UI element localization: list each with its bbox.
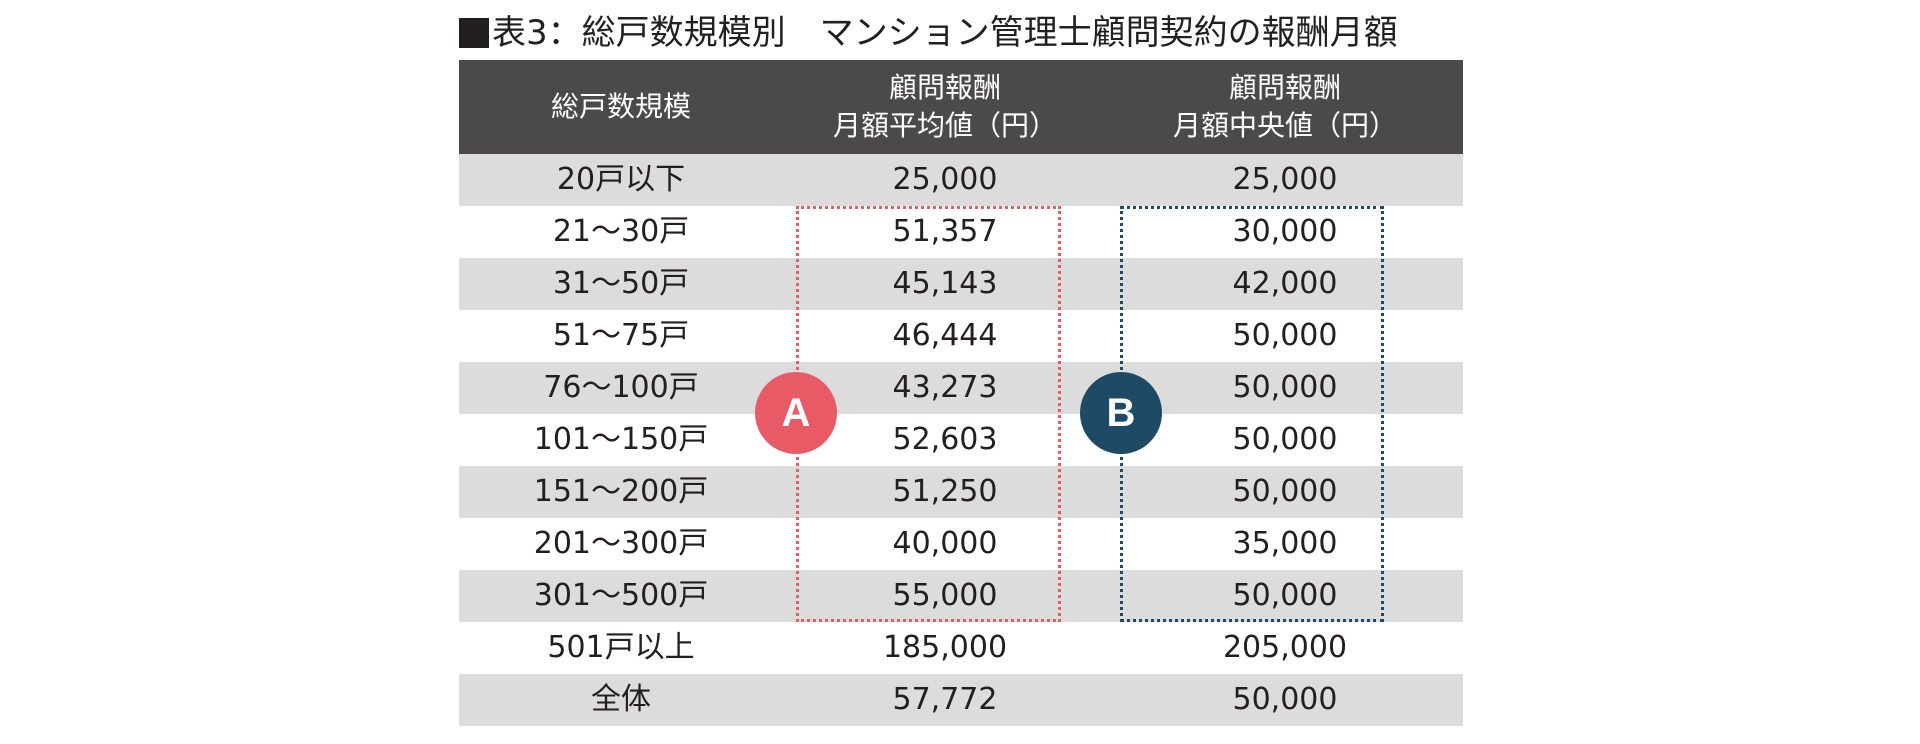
table-title: 表3：総戸数規模別 マンション管理士顧問契約の報酬月額 xyxy=(459,8,1398,58)
cell-scale: 31〜50戸 xyxy=(552,266,690,301)
table-row: 101〜150戸 52,603 50,000 xyxy=(459,414,1463,466)
cell-average: 51,357 xyxy=(892,214,998,249)
header-scale-label: 総戸数規模 xyxy=(550,90,691,123)
table-row: 151〜200戸 51,250 50,000 xyxy=(459,466,1463,518)
cell-average: 57,772 xyxy=(892,682,998,717)
header-scale: 総戸数規模 xyxy=(459,60,783,154)
badge-b: B xyxy=(1080,372,1162,454)
cell-average: 185,000 xyxy=(882,630,1008,665)
table-row: 501戸以上 185,000 205,000 xyxy=(459,622,1463,674)
table-row: 全体 57,772 50,000 xyxy=(459,674,1463,726)
cell-median: 50,000 xyxy=(1232,422,1338,457)
cell-median: 25,000 xyxy=(1232,162,1338,197)
table-row: 31〜50戸 45,143 42,000 xyxy=(459,258,1463,310)
cell-average: 51,250 xyxy=(892,474,998,509)
cell-average: 43,273 xyxy=(892,370,998,405)
cell-average: 52,603 xyxy=(892,422,998,457)
cell-median: 205,000 xyxy=(1222,630,1348,665)
table-row: 21〜30戸 51,357 30,000 xyxy=(459,206,1463,258)
cell-scale: 301〜500戸 xyxy=(533,578,709,613)
table-row: 201〜300戸 40,000 35,000 xyxy=(459,518,1463,570)
cell-scale: 21〜30戸 xyxy=(552,214,690,249)
table-title-text: 表3：総戸数規模別 マンション管理士顧問契約の報酬月額 xyxy=(492,13,1398,53)
cell-median: 50,000 xyxy=(1232,474,1338,509)
cell-scale: 全体 xyxy=(591,682,651,717)
cell-scale: 151〜200戸 xyxy=(533,474,709,509)
table-row: 301〜500戸 55,000 50,000 xyxy=(459,570,1463,622)
fee-table: 総戸数規模 顧問報酬 月額平均値（円） 顧問報酬 月額中央値（円） 20戸以下 … xyxy=(459,60,1463,726)
badge-a: A xyxy=(755,372,837,454)
cell-scale: 201〜300戸 xyxy=(533,526,709,561)
cell-median: 42,000 xyxy=(1232,266,1338,301)
header-median: 顧問報酬 月額中央値（円） xyxy=(1107,60,1463,154)
header-median-line2: 月額中央値（円） xyxy=(1172,109,1397,142)
cell-average: 46,444 xyxy=(892,318,998,353)
cell-scale: 51〜75戸 xyxy=(552,318,690,353)
header-average: 顧問報酬 月額平均値（円） xyxy=(783,60,1107,154)
cell-average: 55,000 xyxy=(892,578,998,613)
header-average-line1: 顧問報酬 xyxy=(888,71,1001,104)
cell-median: 30,000 xyxy=(1232,214,1338,249)
header-median-line1: 顧問報酬 xyxy=(1228,71,1341,104)
cell-median: 50,000 xyxy=(1232,370,1338,405)
cell-median: 35,000 xyxy=(1232,526,1338,561)
cell-scale: 76〜100戸 xyxy=(543,370,699,405)
cell-average: 40,000 xyxy=(892,526,998,561)
cell-median: 50,000 xyxy=(1232,318,1338,353)
cell-scale: 20戸以下 xyxy=(556,162,686,197)
black-square-icon xyxy=(459,18,489,48)
header-average-line2: 月額平均値（円） xyxy=(832,109,1057,142)
cell-median: 50,000 xyxy=(1232,682,1338,717)
cell-median: 50,000 xyxy=(1232,578,1338,613)
table-header: 総戸数規模 顧問報酬 月額平均値（円） 顧問報酬 月額中央値（円） xyxy=(459,60,1463,154)
table-row: 76〜100戸 43,273 50,000 xyxy=(459,362,1463,414)
cell-average: 45,143 xyxy=(892,266,998,301)
cell-average: 25,000 xyxy=(892,162,998,197)
cell-scale: 101〜150戸 xyxy=(533,422,709,457)
table-row: 20戸以下 25,000 25,000 xyxy=(459,154,1463,206)
cell-scale: 501戸以上 xyxy=(547,630,695,665)
table-row: 51〜75戸 46,444 50,000 xyxy=(459,310,1463,362)
